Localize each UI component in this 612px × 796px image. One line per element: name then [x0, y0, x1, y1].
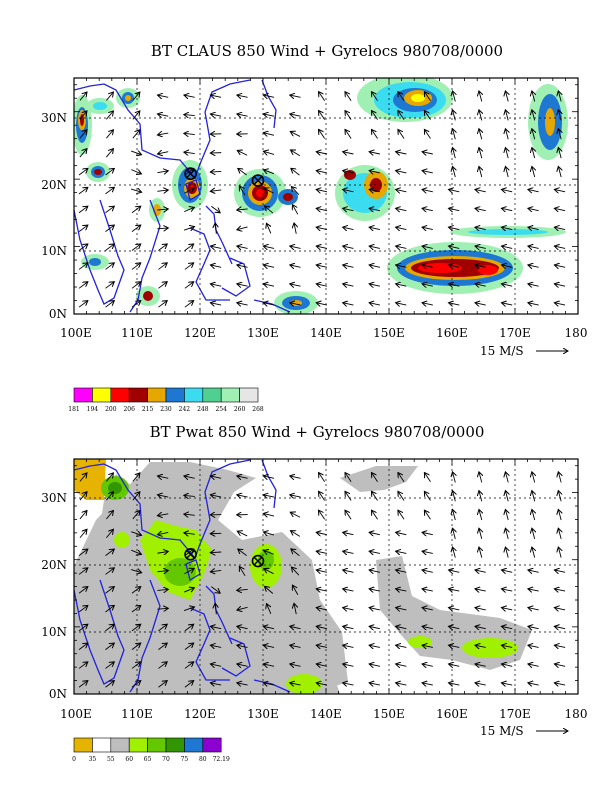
- lon-label: 170E: [499, 326, 531, 340]
- colorbar-label: 65: [144, 756, 152, 763]
- pwat-wind-reference-label: 15 M/S: [480, 724, 524, 738]
- colorbar-label: 0: [72, 756, 76, 763]
- lat-label: 0N: [49, 307, 67, 321]
- pwat-map: [74, 459, 578, 694]
- claus-lat-labels: 30N 20N 10N 0N: [41, 111, 67, 321]
- lon-label: 180: [565, 707, 588, 721]
- pwat-lon-labels: 100E 110E 120E 130E 140E 150E 160E 170E …: [60, 707, 587, 721]
- claus-colorbar: 181 194 200 206 215 230 242 248 254 260 268: [68, 388, 264, 413]
- colorbar-label: 215: [142, 406, 154, 413]
- lon-label: 180: [565, 326, 588, 340]
- colorbar-swatch: [184, 738, 202, 752]
- colorbar-label: 60: [125, 756, 133, 763]
- colorbar-swatch: [148, 388, 166, 402]
- pwat-title: BT Pwat 850 Wind + Gyrelocs 980708/0000: [150, 423, 485, 441]
- lon-label: 170E: [499, 707, 531, 721]
- claus-title: BT CLAUS 850 Wind + Gyrelocs 980708/0000: [151, 42, 503, 60]
- colorbar-label: 254: [215, 406, 227, 413]
- lon-label: 150E: [373, 707, 405, 721]
- pwat-panel: BT Pwat 850 Wind + Gyrelocs 980708/0000: [41, 423, 587, 763]
- lon-label: 120E: [184, 707, 216, 721]
- lat-label: 20N: [41, 178, 67, 192]
- colorbar-swatch: [74, 388, 92, 402]
- lon-label: 160E: [436, 326, 468, 340]
- claus-wind-reference-label: 15 M/S: [480, 344, 524, 358]
- colorbar-label: 230: [160, 406, 172, 413]
- claus-lon-labels: 100E 110E 120E 130E 140E 150E 160E 170E …: [60, 326, 587, 340]
- colorbar-label: 72.19: [213, 756, 230, 763]
- colorbar-label: 35: [89, 756, 97, 763]
- lat-label: 0N: [49, 687, 67, 701]
- colorbar-label: 268: [252, 406, 264, 413]
- lon-label: 130E: [247, 707, 279, 721]
- colorbar-swatch: [92, 388, 110, 402]
- colorbar-swatch: [111, 388, 129, 402]
- colorbar-label: 70: [162, 756, 170, 763]
- colorbar-swatch: [203, 388, 221, 402]
- colorbar-label: 242: [179, 406, 191, 413]
- colorbar-swatch: [240, 388, 258, 402]
- colorbar-label: 260: [234, 406, 246, 413]
- claus-map: [72, 74, 578, 315]
- colorbar-swatch: [74, 738, 92, 752]
- colorbar-label: 80: [199, 756, 207, 763]
- colorbar-swatch: [184, 388, 202, 402]
- lat-label: 20N: [41, 558, 67, 572]
- pwat-lat-labels: 30N 20N 10N 0N: [41, 491, 67, 701]
- colorbar-swatch: [148, 738, 166, 752]
- lon-label: 130E: [247, 326, 279, 340]
- colorbar-label: 75: [181, 756, 189, 763]
- lon-label: 100E: [60, 326, 92, 340]
- colorbar-label: 206: [123, 406, 135, 413]
- lon-label: 120E: [184, 326, 216, 340]
- colorbar-label: 55: [107, 756, 115, 763]
- lon-label: 110E: [121, 326, 153, 340]
- lon-label: 140E: [310, 326, 342, 340]
- colorbar-swatch: [203, 738, 221, 752]
- colorbar-swatch: [129, 388, 147, 402]
- pwat-colorbar: 0 35 55 60 65 70 75 80 72.19: [72, 738, 230, 763]
- colorbar-swatch: [92, 738, 110, 752]
- colorbar-label: 194: [87, 406, 99, 413]
- lon-label: 100E: [60, 707, 92, 721]
- colorbar-label: 181: [68, 406, 79, 413]
- colorbar-swatch: [221, 388, 239, 402]
- lon-label: 160E: [436, 707, 468, 721]
- lon-label: 140E: [310, 707, 342, 721]
- lon-label: 150E: [373, 326, 405, 340]
- lat-label: 10N: [41, 625, 67, 639]
- claus-panel: BT CLAUS 850 Wind + Gyrelocs 980708/0000: [41, 42, 587, 413]
- colorbar-swatch: [129, 738, 147, 752]
- colorbar-label: 200: [105, 406, 117, 413]
- lat-label: 10N: [41, 244, 67, 258]
- lat-label: 30N: [41, 111, 67, 125]
- colorbar-swatch: [166, 388, 184, 402]
- colorbar-label: 248: [197, 406, 209, 413]
- colorbar-swatch: [166, 738, 184, 752]
- lat-label: 30N: [41, 491, 67, 505]
- lon-label: 110E: [121, 707, 153, 721]
- colorbar-swatch: [111, 738, 129, 752]
